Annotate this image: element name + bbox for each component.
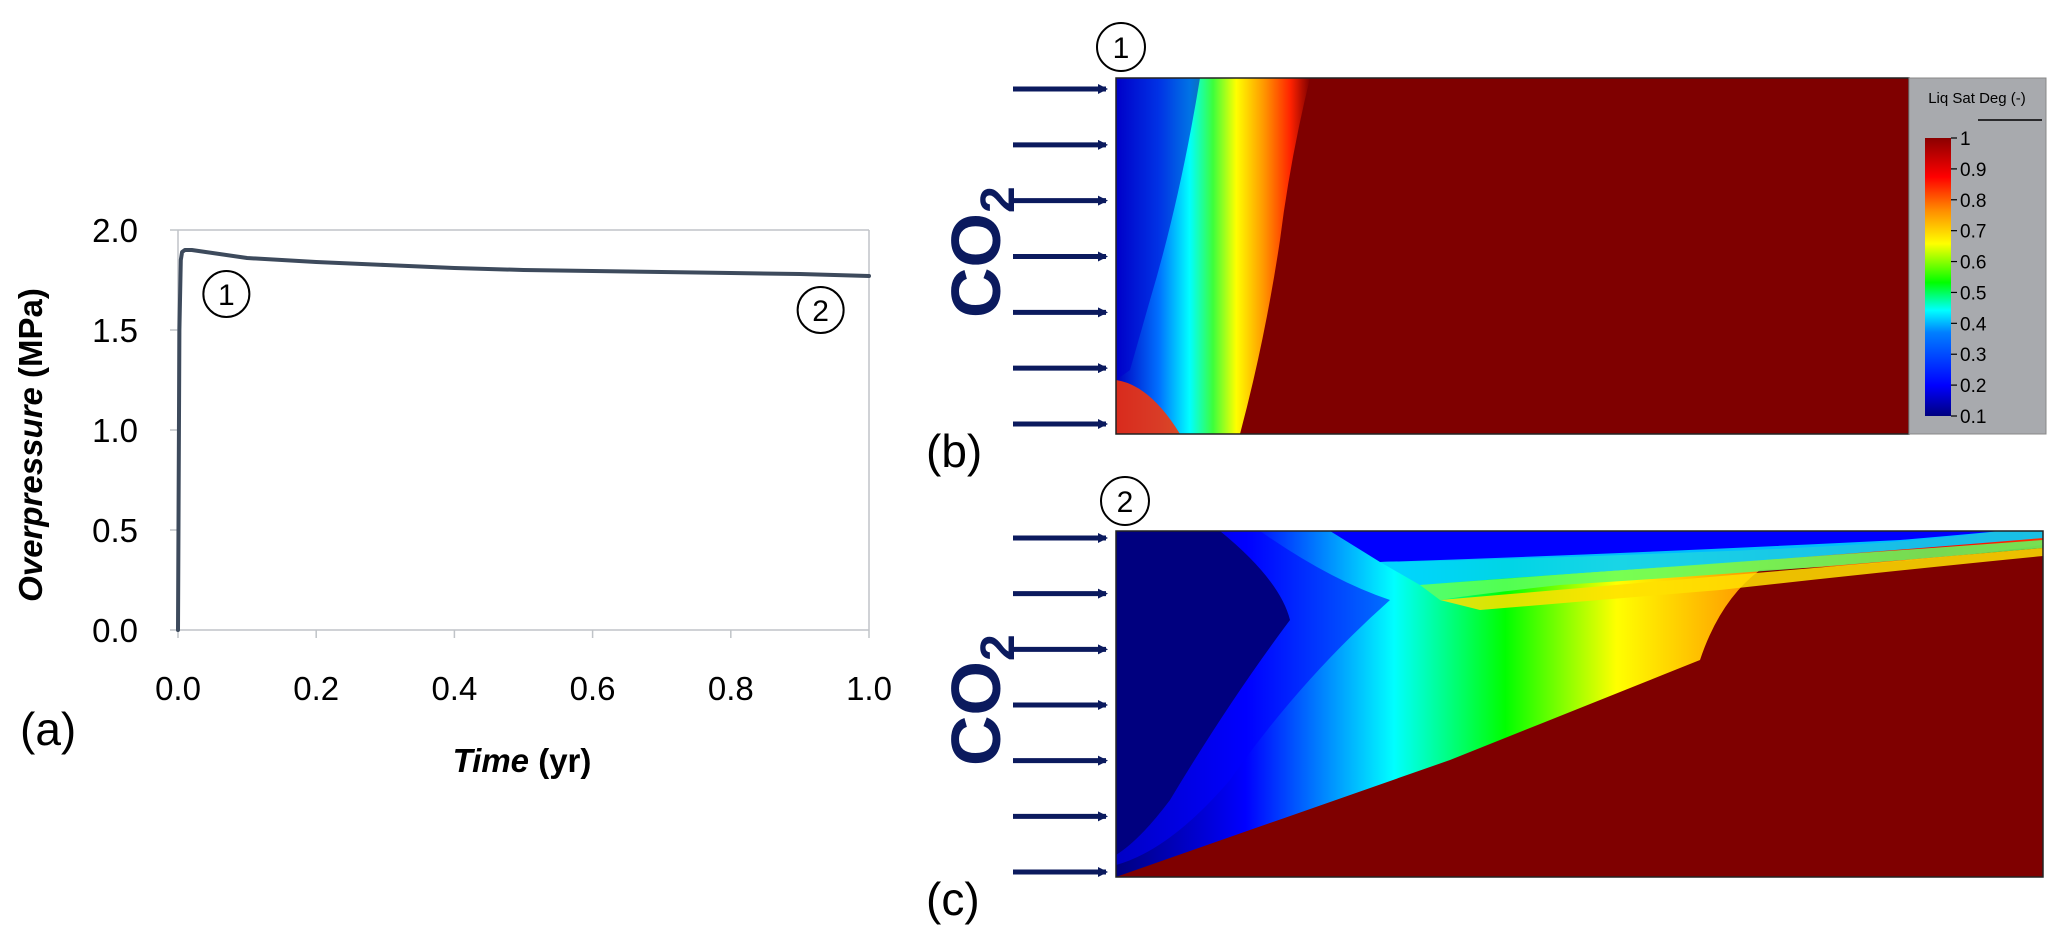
panel-label-a: (a) xyxy=(20,703,76,755)
colorbar-tick-label: 0.6 xyxy=(1960,253,1986,274)
annotation-marker-1: 1 xyxy=(202,270,251,318)
colorbar-tick-label: 0.2 xyxy=(1960,376,1986,397)
map-b-plume xyxy=(1116,78,1310,434)
colorbar-tick-label: 0.4 xyxy=(1960,314,1987,335)
injection-arrows-b xyxy=(1013,84,1108,429)
map-c-frame xyxy=(1115,530,2044,878)
marker-1-above-map-b: 1 xyxy=(1096,22,1146,72)
colorbar-title: Liq Sat Deg (-) xyxy=(1928,90,2026,107)
colorbar-tick-label: 1 xyxy=(1960,129,1971,150)
svg-text:1: 1 xyxy=(1113,32,1130,65)
y-tick-label: 2.0 xyxy=(92,212,138,249)
marker-2-above-map-c: 2 xyxy=(1100,476,1150,526)
colorbar-tick-label: 0.8 xyxy=(1960,191,1986,212)
colorbar-tick-label: 0.7 xyxy=(1960,222,1986,243)
x-tick-label: 0.4 xyxy=(431,670,477,707)
y-tick-label: 0.0 xyxy=(92,612,138,649)
y-tick-label: 1.5 xyxy=(92,312,138,349)
svg-text:2: 2 xyxy=(812,295,829,328)
colorbar-tick-label: 0.5 xyxy=(1960,283,1986,304)
x-axis-label: Time (yr) xyxy=(453,742,592,779)
colorbar-tick-label: 0.9 xyxy=(1960,160,1986,181)
saturation-map-time-1 xyxy=(1115,77,1910,435)
colorbar-panel: Liq Sat Deg (-) 1 0.9 0.8 0.7 0.6 0.5 0.4 0.3 0.… xyxy=(1908,77,2047,435)
colorbar-tick-label: 0.3 xyxy=(1960,345,1986,366)
y-axis-label: Overpressure (MPa) xyxy=(12,288,49,602)
colorbar-tick-label: 0.1 xyxy=(1960,407,1986,428)
x-tick-label: 0.6 xyxy=(570,670,616,707)
x-tick-label: 0.8 xyxy=(708,670,754,707)
svg-text:1: 1 xyxy=(218,279,235,312)
y-tick-label: 0.5 xyxy=(92,512,138,549)
y-tick-labels: 0.0 0.5 1.0 1.5 2.0 xyxy=(92,212,178,649)
overpressure-series-line xyxy=(176,248,871,632)
co2-label-c: CO2 xyxy=(937,634,1025,766)
annotation-marker-2: 2 xyxy=(796,286,845,334)
x-tick-label: 1.0 xyxy=(846,670,892,707)
co2-label-b: CO2 xyxy=(937,186,1025,318)
chart-axes xyxy=(177,229,870,631)
map-c-plume xyxy=(1116,531,2043,877)
panel-label-b: (b) xyxy=(926,425,982,477)
x-tick-label: 0.2 xyxy=(293,670,339,707)
saturation-map-time-2 xyxy=(1115,530,2044,878)
x-tick-labels: 0.0 0.2 0.4 0.6 0.8 1.0 xyxy=(155,630,892,707)
injection-arrows-c xyxy=(1013,533,1108,877)
svg-text:2: 2 xyxy=(1117,486,1134,519)
colorbar-tick-labels: 1 0.9 0.8 0.7 0.6 0.5 0.4 0.3 0.2 0.1 xyxy=(1951,129,1987,428)
x-tick-label: 0.0 xyxy=(155,670,201,707)
y-tick-label: 1.0 xyxy=(92,412,138,449)
panel-label-c: (c) xyxy=(926,873,980,925)
colorbar-gradient xyxy=(1925,138,1951,416)
